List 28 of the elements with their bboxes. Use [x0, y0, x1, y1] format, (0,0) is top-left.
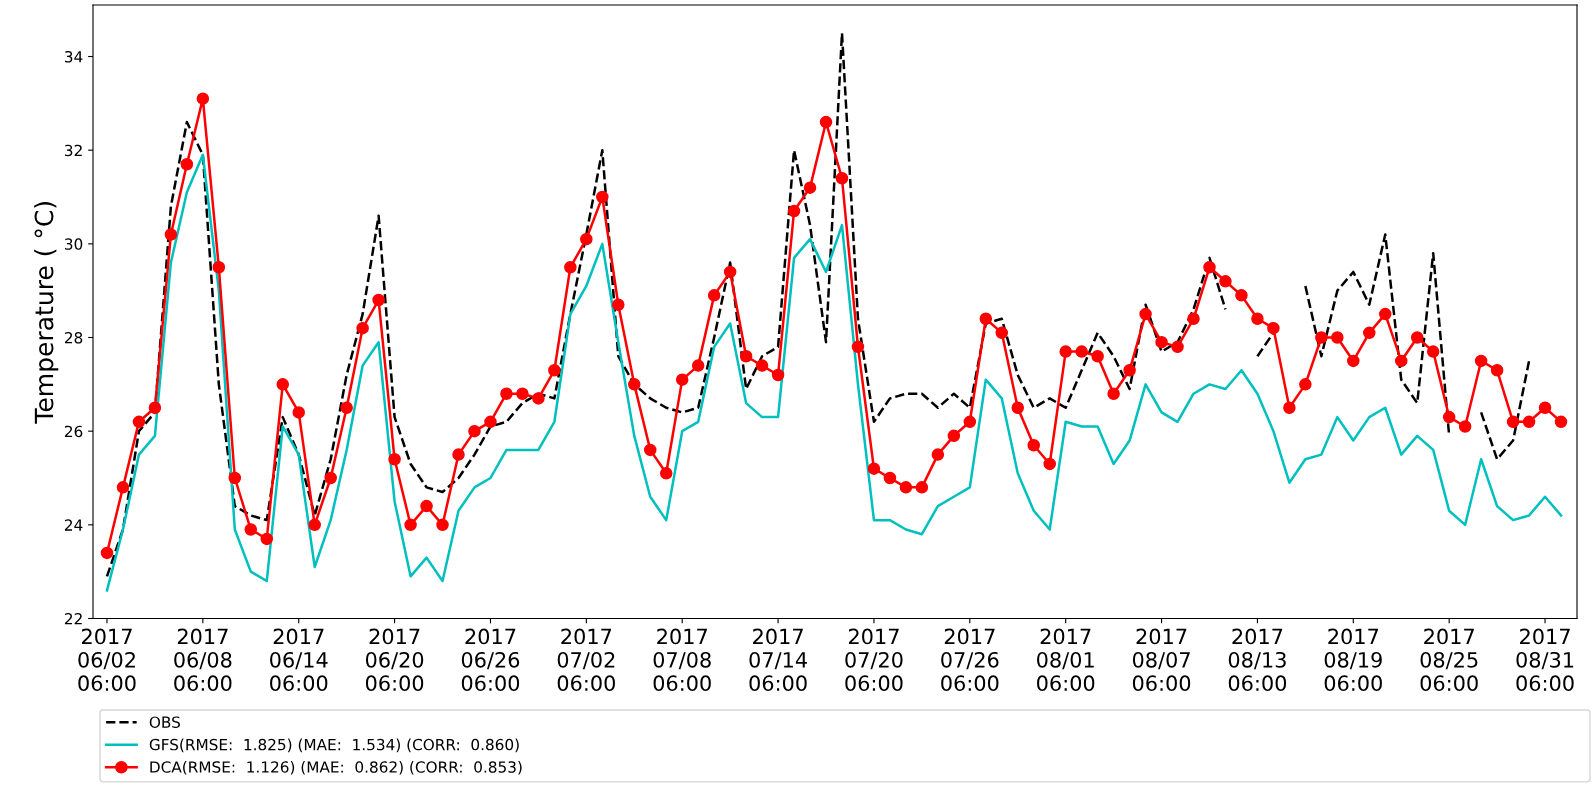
x-tick-label: 2017 06/26 06:00 [461, 628, 520, 692]
legend-label: DCA(RMSE: 1.126) (MAE: 0.862) (CORR: 0.853) [150, 760, 522, 775]
line-series [105, 153, 1563, 592]
y-tick-label: 24 [64, 519, 83, 531]
x-tick-label: 2017 08/25 06:00 [1420, 628, 1478, 692]
y-tick-label: 32 [65, 144, 82, 157]
y-axis-title: Temperature ( °C) [34, 202, 59, 424]
x-tick-label: 2017 07/14 06:00 [749, 628, 807, 692]
x-tick-label: 2017 08/19 06:00 [1324, 628, 1382, 692]
x-tick-label: 2017 06/08 06:00 [174, 628, 232, 692]
y-tick-label: 22 [64, 612, 82, 625]
x-tick-label: 2017 07/26 06:00 [941, 628, 999, 692]
legend-label: OBS [149, 716, 180, 728]
x-tick-label: 2017 08/31 06:00 [1516, 628, 1574, 692]
x-tick-label: 2017 06/20 06:00 [365, 628, 424, 692]
y-tick-label: 28 [64, 331, 83, 344]
x-tick-label: 2017 07/20 06:00 [845, 628, 903, 692]
x-tick-label: 2017 08/01 06:00 [1037, 628, 1095, 692]
x-tick-label: 2017 07/02 06:00 [557, 628, 615, 692]
y-tick-label: 26 [64, 425, 83, 438]
y-tick-label: 34 [65, 50, 83, 63]
legend-label: GFS(RMSE: 1.825) (MAE: 1.534) (CORR: 0.860) [149, 738, 519, 753]
x-tick-label: 2017 08/13 06:00 [1228, 628, 1287, 692]
x-tick-label: 2017 07/08 06:00 [653, 628, 711, 692]
x-tick-label: 2017 08/07 06:00 [1132, 628, 1191, 692]
y-tick-label: 30 [65, 238, 83, 250]
x-tick-label: 2017 06/14 06:00 [270, 628, 328, 692]
x-tick-label: 2017 06/02 06:00 [78, 628, 136, 692]
